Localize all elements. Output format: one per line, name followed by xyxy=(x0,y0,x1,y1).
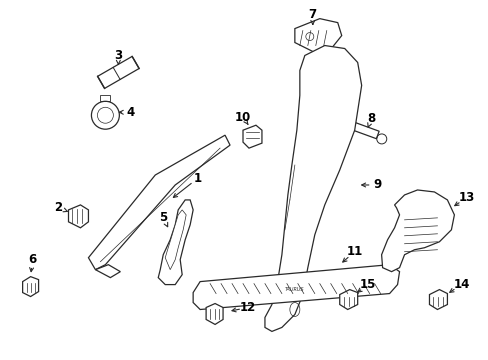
Text: TAURUS: TAURUS xyxy=(285,287,304,292)
Polygon shape xyxy=(100,95,110,101)
Text: 14: 14 xyxy=(452,278,468,291)
Polygon shape xyxy=(205,303,223,324)
Text: 10: 10 xyxy=(234,111,251,124)
Polygon shape xyxy=(98,57,139,89)
Text: 15: 15 xyxy=(359,278,375,291)
Text: 4: 4 xyxy=(126,106,134,119)
Polygon shape xyxy=(193,265,399,310)
Text: 5: 5 xyxy=(159,211,167,224)
Polygon shape xyxy=(88,135,229,270)
Polygon shape xyxy=(165,210,186,270)
Polygon shape xyxy=(381,190,453,272)
Polygon shape xyxy=(22,276,39,297)
Polygon shape xyxy=(158,200,193,285)
Polygon shape xyxy=(339,289,357,310)
Polygon shape xyxy=(243,125,262,148)
Polygon shape xyxy=(68,205,88,228)
Text: 9: 9 xyxy=(373,179,381,192)
Text: 8: 8 xyxy=(367,112,375,125)
Text: 6: 6 xyxy=(28,253,37,266)
Text: 7: 7 xyxy=(308,8,316,21)
Text: 1: 1 xyxy=(194,171,202,185)
Polygon shape xyxy=(95,265,120,278)
Text: 3: 3 xyxy=(114,49,122,62)
Polygon shape xyxy=(264,45,361,332)
Text: 13: 13 xyxy=(457,192,473,204)
Polygon shape xyxy=(294,19,341,53)
Polygon shape xyxy=(349,122,378,139)
Text: 11: 11 xyxy=(346,245,362,258)
Text: 2: 2 xyxy=(54,201,62,215)
Polygon shape xyxy=(428,289,447,310)
Text: 12: 12 xyxy=(240,301,256,314)
